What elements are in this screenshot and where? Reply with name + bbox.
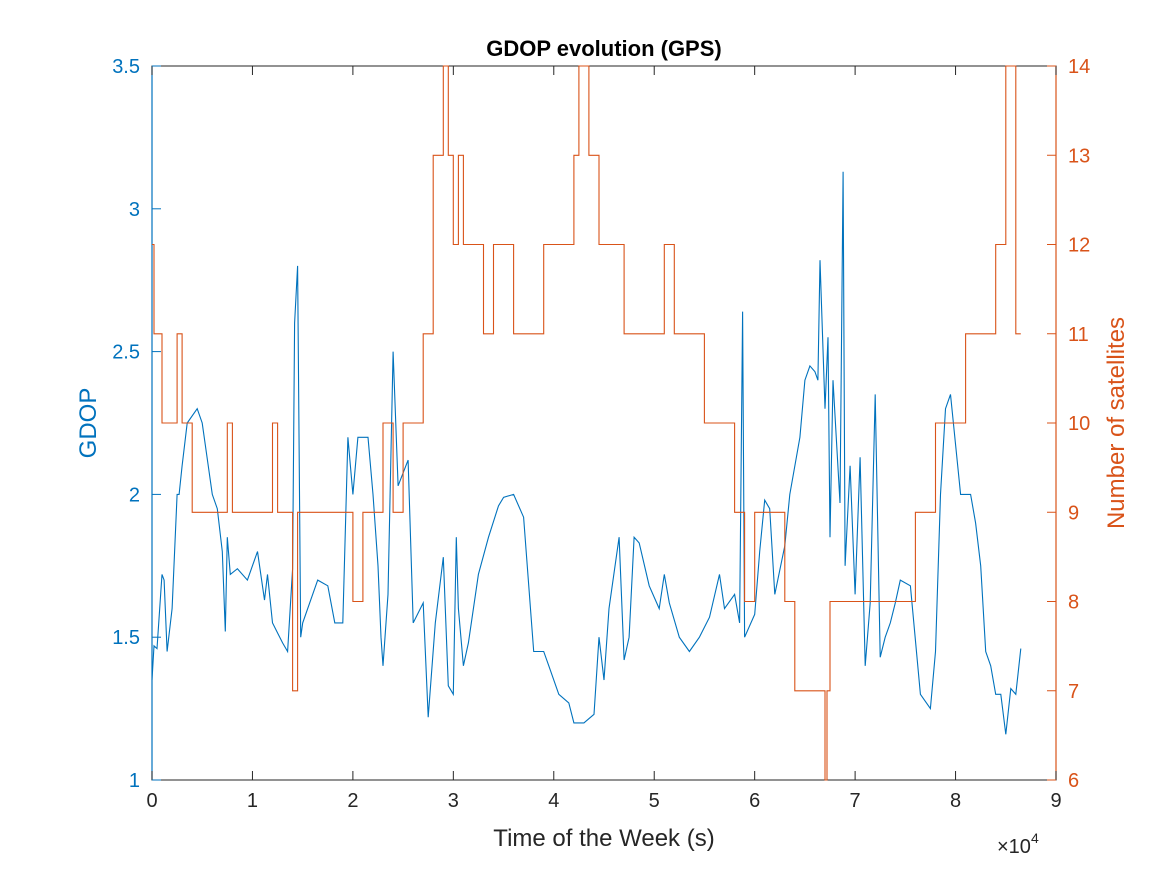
- left-axis-ticks: 1 1.5 2 2.5 3 3.5: [112, 56, 161, 792]
- x-tick-label: 2: [347, 790, 358, 812]
- left-tick-label: 1.5: [112, 627, 140, 649]
- gdop-line: [151, 171, 1022, 735]
- x-axis-label: Time of the Week (s): [493, 825, 714, 852]
- right-axis-label: Number of satellites: [1103, 317, 1130, 529]
- x-tick-label: 8: [950, 790, 961, 812]
- right-tick-label: 11: [1068, 324, 1089, 346]
- right-tick-label: 8: [1068, 592, 1079, 614]
- x-tick-label: 1: [247, 790, 258, 812]
- right-axis-ticks: 6 7 8 9 10 11 12 13 14: [1047, 56, 1090, 792]
- right-tick-label: 14: [1068, 56, 1090, 78]
- left-tick-label: 2.5: [112, 342, 140, 364]
- satellites-series: [152, 65, 1021, 781]
- x-tick-label: 4: [548, 790, 559, 812]
- chart-title: GDOP evolution (GPS): [486, 36, 722, 61]
- right-tick-label: 12: [1068, 235, 1090, 257]
- right-tick-label: 9: [1068, 502, 1079, 524]
- left-tick-label: 3.5: [112, 56, 140, 78]
- x-axis-ticks: 0 1 2 3 4 5 6 7 8 9: [146, 66, 1062, 812]
- x-axis-exponent: ×104: [997, 830, 1039, 858]
- gdop-series: [151, 171, 1022, 735]
- x-tick-label: 0: [146, 790, 157, 812]
- x-axis-exponent-power: 4: [1031, 830, 1039, 846]
- right-tick-label: 6: [1068, 770, 1079, 792]
- x-axis-exponent-base: ×10: [997, 836, 1031, 858]
- satellites-line: [152, 65, 1021, 781]
- x-tick-label: 7: [850, 790, 861, 812]
- left-axis-label: GDOP: [75, 388, 102, 459]
- x-tick-label: 6: [749, 790, 760, 812]
- left-tick-label: 1: [129, 770, 140, 792]
- x-tick-label: 3: [448, 790, 459, 812]
- x-tick-label: 9: [1050, 790, 1061, 812]
- left-tick-label: 2: [129, 484, 140, 506]
- right-tick-label: 7: [1068, 681, 1079, 703]
- right-tick-label: 13: [1068, 145, 1090, 167]
- right-tick-label: 10: [1068, 413, 1090, 435]
- left-tick-label: 3: [129, 199, 140, 221]
- x-tick-label: 5: [649, 790, 660, 812]
